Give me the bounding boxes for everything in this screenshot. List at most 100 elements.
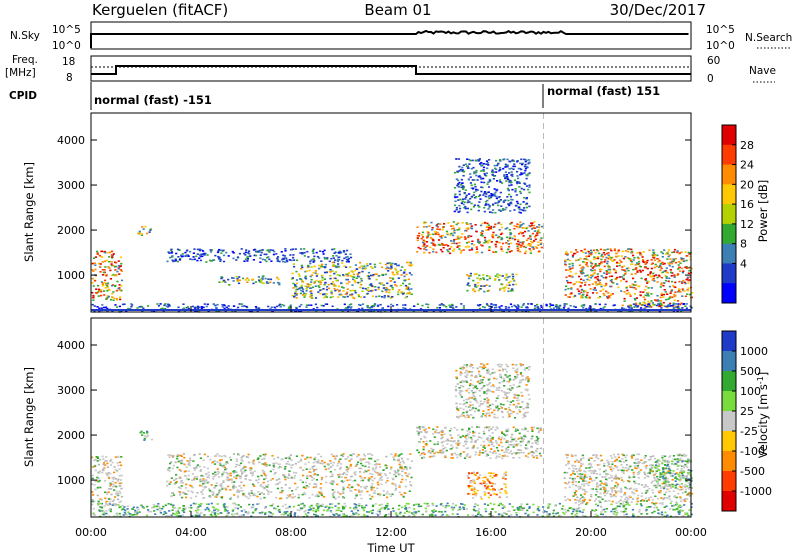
- range-cell: [682, 279, 685, 282]
- range-cell: [508, 193, 511, 196]
- range-cell: [473, 191, 476, 194]
- range-cell: [501, 275, 504, 277]
- range-cell: [639, 294, 642, 297]
- range-cell: [478, 158, 481, 160]
- range-cell: [499, 168, 502, 171]
- range-cell: [337, 491, 340, 493]
- range-cell: [378, 282, 381, 284]
- range-cell: [97, 502, 100, 504]
- range-cell: [465, 194, 468, 197]
- range-cell: [194, 467, 197, 469]
- range-cell: [366, 264, 369, 267]
- range-cell: [483, 451, 486, 454]
- range-cell: [656, 281, 659, 283]
- range-cell: [377, 474, 380, 476]
- range-cell: [611, 260, 615, 262]
- range-cell: [260, 492, 263, 494]
- range-cell: [624, 250, 628, 252]
- range-cell: [193, 307, 197, 309]
- range-cell: [447, 222, 450, 224]
- range-cell: [522, 222, 525, 225]
- range-cell: [337, 265, 340, 268]
- range-cell: [195, 255, 198, 258]
- range-cell: [204, 252, 207, 255]
- range-cell: [495, 446, 499, 449]
- range-cell: [105, 274, 108, 277]
- range-cell: [472, 479, 475, 481]
- range-cell: [583, 261, 586, 264]
- range-cell: [436, 432, 439, 434]
- range-cell: [112, 478, 115, 480]
- range-cell: [480, 380, 483, 383]
- range-cell: [671, 272, 674, 274]
- range-cell: [108, 260, 111, 263]
- range-cell: [507, 380, 510, 383]
- range-cell: [648, 274, 652, 276]
- range-cell: [214, 485, 217, 487]
- range-cell: [633, 306, 636, 308]
- range-cell: [235, 490, 239, 493]
- range-cell: [462, 187, 465, 189]
- range-cell: [536, 457, 539, 459]
- range-cell: [503, 380, 506, 382]
- range-cell: [650, 293, 653, 295]
- range-cell: [224, 463, 227, 465]
- range-cell: [117, 478, 120, 481]
- range-cell: [471, 179, 474, 181]
- range-cell: [567, 281, 570, 284]
- range-cell: [417, 441, 420, 444]
- range-cell: [463, 201, 466, 203]
- range-cell: [495, 455, 499, 457]
- range-cell: [509, 280, 512, 283]
- range-cell: [511, 159, 514, 161]
- range-cell: [478, 201, 481, 203]
- range-cell: [639, 265, 642, 268]
- range-cell: [473, 435, 476, 437]
- range-cell: [643, 307, 646, 310]
- range-cell: [112, 253, 115, 255]
- range-cell: [121, 303, 125, 306]
- range-cell: [340, 282, 343, 285]
- range-cell: [339, 493, 342, 495]
- range-cell: [467, 472, 471, 474]
- range-cell: [535, 450, 538, 453]
- range-cell: [497, 162, 500, 165]
- range-cell: [571, 267, 574, 269]
- range-cell: [251, 471, 254, 474]
- range-cell: [484, 492, 487, 495]
- range-cell: [676, 306, 679, 309]
- range-cell: [299, 292, 302, 295]
- range-cell: [367, 275, 371, 278]
- range-cell: [104, 251, 107, 254]
- range-cell: [511, 433, 514, 436]
- range-cell: [300, 284, 303, 287]
- range-cell: [159, 303, 162, 305]
- range-cell: [484, 486, 487, 489]
- range-cell: [320, 494, 323, 496]
- range-cell: [301, 252, 304, 254]
- range-cell: [481, 363, 484, 365]
- range-cell: [499, 191, 502, 194]
- range-cell: [310, 304, 313, 306]
- range-cell: [432, 433, 435, 435]
- range-cell: [238, 485, 241, 487]
- range-cell: [537, 244, 540, 246]
- range-cell: [170, 248, 173, 251]
- range-cell: [472, 166, 475, 169]
- range-cell: [476, 304, 480, 306]
- range-cell: [575, 249, 578, 251]
- range-cell: [400, 274, 403, 276]
- range-cell: [531, 430, 534, 432]
- range-cell: [466, 430, 469, 432]
- range-cell: [687, 251, 690, 254]
- range-cell: [465, 438, 468, 440]
- range-cell: [171, 255, 174, 257]
- range-cell: [689, 255, 692, 258]
- range-cell: [259, 497, 262, 500]
- range-cell: [635, 297, 638, 299]
- range-cell: [590, 276, 593, 279]
- range-cell: [220, 486, 223, 488]
- range-cell: [215, 494, 218, 497]
- range-cell: [344, 293, 347, 296]
- range-cell: [616, 261, 619, 264]
